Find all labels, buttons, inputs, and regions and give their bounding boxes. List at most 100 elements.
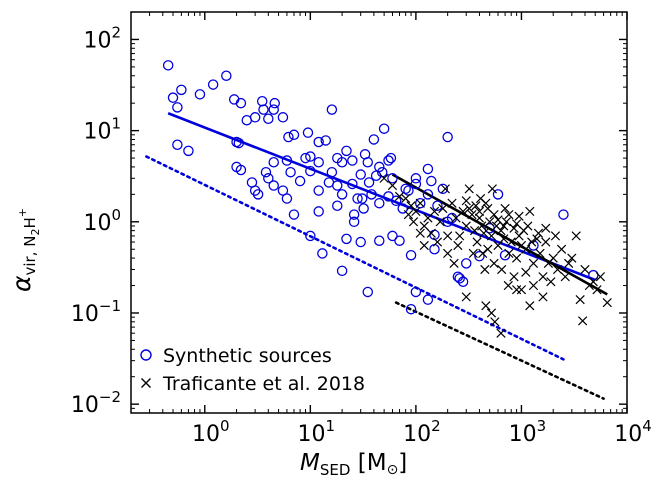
synthetic-point xyxy=(332,200,343,211)
traficante-point xyxy=(487,184,497,194)
traficante-point xyxy=(411,206,421,217)
traficante-point xyxy=(496,328,506,338)
traficante-point xyxy=(468,248,478,259)
synthetic-point xyxy=(405,249,417,261)
traficante-point xyxy=(496,226,506,236)
traficante-point xyxy=(493,240,503,251)
synthetic-point xyxy=(387,230,398,242)
synthetic-point xyxy=(390,195,402,207)
synthetic-point xyxy=(347,155,358,166)
traficante-point xyxy=(564,258,574,269)
traficante-point xyxy=(528,280,539,291)
synthetic-point xyxy=(400,183,411,195)
traficante-point xyxy=(472,237,482,247)
synthetic-point xyxy=(172,139,183,151)
traficante-point xyxy=(516,285,527,295)
synthetic-point xyxy=(437,183,449,195)
dotted-fit-line xyxy=(145,155,565,361)
traficante-point xyxy=(602,297,612,308)
traficante-point xyxy=(527,237,537,247)
traficante-point xyxy=(580,264,590,275)
traficante-point xyxy=(467,209,477,220)
traficante-point xyxy=(481,301,491,311)
synthetic-point xyxy=(474,250,485,262)
traficante-point xyxy=(415,228,425,238)
x-tick-label: 103 xyxy=(509,417,547,447)
traficante-point xyxy=(535,248,545,259)
synthetic-point xyxy=(355,236,366,248)
synthetic-point xyxy=(194,89,206,100)
synthetic-point xyxy=(336,265,348,277)
traficante-point xyxy=(503,280,513,291)
traficante-point xyxy=(541,237,551,247)
traficante-point xyxy=(501,217,512,227)
synthetic-point xyxy=(176,84,187,96)
synthetic-point xyxy=(256,95,268,107)
synthetic-point xyxy=(332,152,343,164)
traficante-point xyxy=(595,272,606,282)
synthetic-point xyxy=(432,200,443,211)
synthetic-point xyxy=(233,137,245,149)
dotted-fit-line xyxy=(394,301,605,400)
synthetic-point xyxy=(288,129,300,141)
synthetic-point xyxy=(246,177,258,188)
synthetic-point xyxy=(277,112,289,123)
synthetic-point xyxy=(383,191,394,202)
synthetic-point xyxy=(352,193,363,204)
synthetic-point xyxy=(288,209,300,220)
synthetic-point xyxy=(283,131,294,143)
synthetic-point xyxy=(268,180,279,191)
traficante-point xyxy=(475,193,486,204)
synthetic-point xyxy=(268,156,279,168)
traficante-point xyxy=(532,234,542,244)
traficante-point xyxy=(464,184,474,194)
traficante-point xyxy=(486,231,497,241)
traficante-point xyxy=(461,196,471,206)
synthetic-point xyxy=(387,173,398,184)
synthetic-point xyxy=(302,127,314,138)
traficante-point xyxy=(523,221,533,231)
traficante-point xyxy=(560,272,570,282)
synthetic-point xyxy=(341,145,352,157)
legend-label-traficante: Traficante et al. 2018 xyxy=(162,373,365,395)
traficante-point xyxy=(479,228,489,238)
traficante-point xyxy=(471,201,481,211)
synthetic-point xyxy=(260,166,272,178)
traficante-point xyxy=(499,234,509,244)
synthetic-point xyxy=(313,156,324,168)
synthetic-point xyxy=(429,244,440,255)
synthetic-point xyxy=(341,233,352,245)
traficante-point xyxy=(477,221,487,231)
traficante-point xyxy=(578,316,588,326)
traficante-point xyxy=(455,231,465,241)
synthetic-point xyxy=(405,303,417,315)
synthetic-point xyxy=(356,193,368,204)
synthetic-point xyxy=(300,152,311,164)
synthetic-point xyxy=(374,197,385,209)
traficante-point xyxy=(469,226,480,236)
traficante-point xyxy=(401,193,411,204)
synthetic-point xyxy=(394,235,405,246)
synthetic-point xyxy=(162,60,174,71)
traficante-point xyxy=(499,221,509,231)
synthetic-point xyxy=(249,112,261,123)
traficante-point xyxy=(538,272,548,282)
synthetic-point xyxy=(374,161,385,173)
traficante-point xyxy=(552,264,563,275)
synthetic-point xyxy=(422,189,434,200)
axis-ticks xyxy=(130,11,628,414)
traficante-point xyxy=(550,231,561,241)
x-tick-label: 101 xyxy=(298,417,336,447)
synthetic-point xyxy=(422,163,434,175)
synthetic-point xyxy=(378,123,390,134)
synthetic-point xyxy=(207,79,219,90)
y-tick-label: 101 xyxy=(83,115,121,145)
traficante-point xyxy=(480,264,490,275)
synthetic-point xyxy=(558,209,569,220)
traficante-point xyxy=(426,228,436,238)
traficante-point xyxy=(521,267,531,277)
x-tick-label: 104 xyxy=(614,417,652,447)
traficante-point xyxy=(449,258,459,269)
traficante-point xyxy=(464,203,474,214)
synthetic-point xyxy=(332,180,343,191)
